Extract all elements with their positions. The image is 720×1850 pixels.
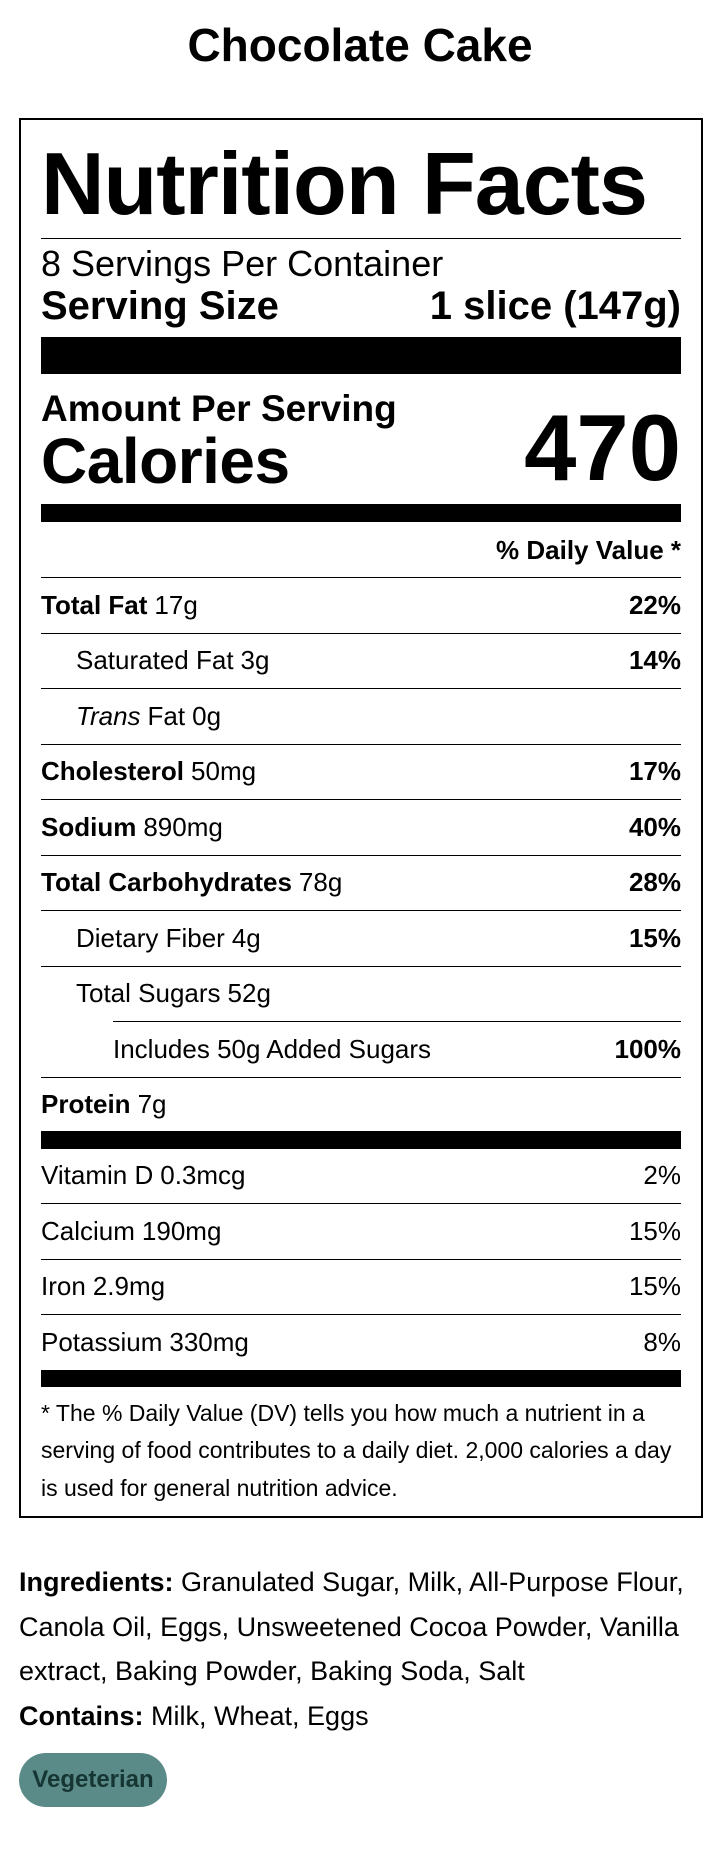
vitamin-name: Iron: [41, 1271, 86, 1302]
divider: [41, 1369, 681, 1387]
calories-label: Calories: [41, 425, 290, 497]
nutrient-name: Dietary Fiber: [76, 922, 225, 953]
nutrient-row: Saturated Fat 3g 14%: [41, 634, 681, 689]
nutrient-amount: 52g: [227, 978, 271, 1009]
nutrient-row: Dietary Fiber 4g 15%: [41, 911, 681, 967]
servings: 8 Servings Per Container: [41, 243, 444, 284]
daily-value: 2%: [643, 1160, 681, 1191]
nutrient-amount: 3g: [240, 645, 270, 676]
vitamin-name: Vitamin D: [41, 1160, 154, 1191]
serving-size: Serving Size 1 slice (147g): [41, 283, 681, 333]
daily-value: 100%: [614, 1033, 682, 1064]
nutrient-name: Protein: [41, 1088, 131, 1119]
daily-value: 40%: [628, 811, 681, 842]
vitamin-row: Potassium 330mg 8%: [41, 1315, 681, 1370]
amount-per-serving: Amount Per Serving: [41, 388, 397, 429]
ingredients-label: Ingredients:: [19, 1567, 174, 1597]
vitamin-row: Iron 2.9mg 15%: [41, 1260, 681, 1315]
nutrient-amount: 50mg: [191, 756, 257, 787]
divider: [41, 337, 681, 374]
nutrient-row: Total Fat 17g 22%: [41, 578, 681, 634]
nutrient-name: Sodium: [41, 811, 137, 842]
vitamin-amount: 330mg: [169, 1326, 249, 1357]
vitamin-amount: 0.3mcg: [160, 1160, 246, 1191]
calories-value: 470: [524, 395, 681, 500]
nutrient-name: Cholesterol: [41, 756, 185, 787]
nutrient-amount: 890mg: [143, 811, 223, 842]
nutrient-amount: 4g: [231, 922, 261, 953]
contains-text: Milk, Wheat, Eggs: [151, 1700, 369, 1731]
vitamin-name: Potassium: [41, 1326, 163, 1357]
nutrient-name-italic: Trans: [76, 700, 141, 731]
contains-label: Contains:: [19, 1700, 144, 1731]
nutrient-row: Trans Fat 0g: [41, 689, 681, 745]
nutrition-label: Nutrition Facts 8 Servings Per Container…: [19, 118, 703, 1518]
ingredients-block: Ingredients: Granulated Sugar, Milk, All…: [19, 1560, 705, 1738]
nutrient-row: Cholesterol 50mg 17%: [41, 745, 681, 800]
nutrient-amount: 0g: [192, 700, 222, 731]
nutrient-name: Total Sugars: [76, 978, 221, 1009]
nutrient-name: Total Carbohydrates: [41, 867, 292, 898]
contains: Contains: Milk, Wheat, Eggs: [19, 1694, 705, 1739]
nutrient-name: Saturated Fat: [76, 645, 234, 676]
nutrient-amount: 17g: [154, 589, 198, 620]
vitamin-amount: 2.9mg: [92, 1271, 166, 1302]
divider: [41, 1130, 681, 1149]
nutrient-row: Total Carbohydrates 78g 28%: [41, 856, 681, 911]
vitamin-amount: 190mg: [141, 1215, 222, 1246]
nutrient-row: Protein 7g: [41, 1076, 681, 1131]
nutrient-row: Sodium 890mg 40%: [41, 800, 681, 856]
vitamin-row: Calcium 190mg 15%: [41, 1204, 681, 1260]
nutrient-row: Total Sugars 52g: [41, 967, 681, 1022]
daily-value: 17%: [628, 756, 681, 787]
serving-size-label: Serving Size: [41, 284, 279, 328]
nutrient-name: Fat: [147, 700, 186, 731]
ingredients-text: Granulated Sugar, Milk, All-Purpose Flou…: [19, 1567, 684, 1686]
nutrient-name: Includes 50g Added Sugars: [113, 1033, 432, 1064]
daily-value-header: % Daily Value *: [41, 522, 681, 578]
nutrient-amount: 78g: [298, 867, 343, 898]
daily-value: 15%: [628, 1271, 681, 1302]
nutrient-amount: 7g: [137, 1088, 167, 1119]
daily-value: 8%: [643, 1326, 681, 1357]
nutrient-name: Total Fat: [41, 589, 148, 620]
calories-block: Amount Per Serving Calories 470: [41, 374, 681, 504]
nutrient-row: Includes 50g Added Sugars 100%: [113, 1021, 681, 1077]
diet-tag: Vegeterian: [19, 1753, 167, 1807]
daily-value: 15%: [628, 922, 681, 953]
daily-value: 15%: [628, 1215, 681, 1246]
vitamin-row: Vitamin D 0.3mcg 2%: [41, 1149, 681, 1204]
divider: [41, 504, 681, 522]
ingredients: Ingredients: Granulated Sugar, Milk, All…: [19, 1560, 705, 1694]
title: Chocolate Cake: [187, 19, 533, 71]
daily-value: 22%: [628, 589, 681, 620]
serving-size-value: 1 slice (147g): [429, 284, 681, 328]
vitamin-name: Calcium: [41, 1215, 135, 1246]
label-heading: Nutrition Facts: [41, 120, 681, 239]
footnote: * The % Daily Value (DV) tells you how m…: [41, 1399, 672, 1501]
daily-value: 28%: [628, 867, 681, 898]
daily-value: 14%: [628, 645, 681, 676]
